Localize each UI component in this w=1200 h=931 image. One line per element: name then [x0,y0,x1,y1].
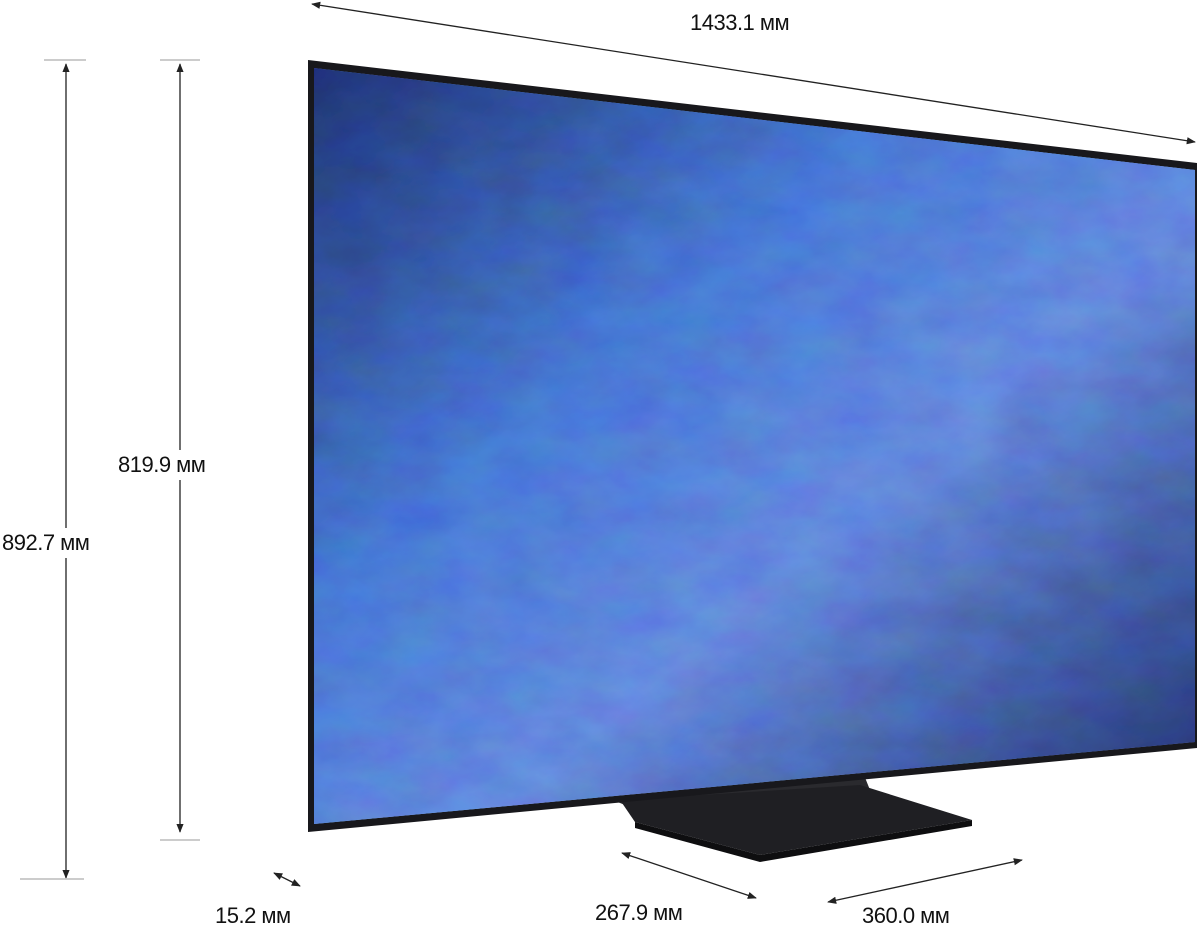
stand-width-label: 360.0 мм [862,903,950,928]
stand-width-arrow [827,858,1023,904]
stand-depth-label: 267.9 мм [595,900,683,925]
width-label: 1433.1 мм [690,10,790,35]
stand-depth-arrow [621,852,757,899]
screen-image [314,68,1195,824]
dimension-arrows [62,1,1196,904]
screen-height-label: 819.9 мм [118,450,206,480]
depth-label: 15.2 мм [215,903,291,928]
depth-arrow [273,872,301,887]
total-height-label: 892.7 мм [2,528,90,558]
width-arrow [311,1,1196,145]
dimension-ticks [20,59,200,880]
tv-panel [308,60,1197,832]
